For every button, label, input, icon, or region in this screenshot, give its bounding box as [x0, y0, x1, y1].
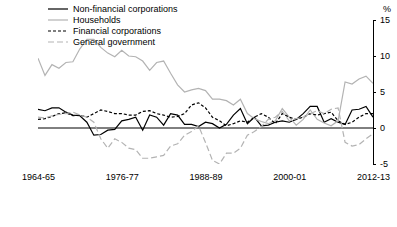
x-tick-label: 1964-65: [22, 172, 55, 182]
legend-label: Households: [73, 15, 121, 25]
y-tick-mark: [373, 92, 376, 93]
y-tick-mark: [373, 164, 376, 165]
y-tick-mark: [373, 128, 376, 129]
reference-lines: [38, 128, 373, 129]
series-line: [38, 108, 373, 164]
y-axis-line: [374, 21, 377, 165]
legend-label: Non-financial corporations: [73, 4, 178, 14]
y-axis: -5 0 5 10 15: [373, 15, 390, 169]
y-tick-mark: [373, 20, 376, 21]
y-tick: 10: [373, 51, 390, 61]
y-tick-label: 0: [380, 123, 385, 133]
plot-area: [38, 39, 373, 164]
chart: -5 0 5 10 15% 1964-65 1976-77 1988-89 2000-01 201…: [0, 0, 397, 227]
y-tick-label: -5: [380, 159, 388, 169]
x-tick-label: 2000-01: [273, 172, 306, 182]
x-tick: 1976-77: [106, 172, 139, 182]
x-tick: 2012-13: [357, 172, 390, 182]
y-tick-label: 10: [380, 51, 390, 61]
legend: Non-financial corporationsHouseholdsFina…: [48, 4, 178, 47]
legend-swatch: [48, 30, 68, 31]
x-tick-label: 1976-77: [106, 172, 139, 182]
y-tick-mark: [373, 56, 376, 57]
legend-swatch: [48, 8, 68, 9]
x-tick: 2000-01: [273, 172, 306, 182]
legend-swatch: [48, 41, 68, 42]
legend-label: Financial corporations: [73, 26, 162, 36]
x-tick-label: 2012-13: [357, 172, 390, 182]
series-line: [38, 106, 373, 135]
zero-line: [38, 128, 373, 129]
y-tick-label: 5: [380, 87, 385, 97]
y-tick: 15: [373, 15, 390, 25]
y-tick: -5: [373, 159, 388, 169]
y-tick: 5: [373, 87, 385, 97]
y-tick: 0: [373, 123, 385, 133]
x-tick: 1964-65: [22, 172, 55, 182]
x-tick-label: 1988-89: [189, 172, 222, 182]
y-tick-label: 15: [380, 15, 390, 25]
legend-swatch: [48, 19, 68, 20]
x-tick: 1988-89: [189, 172, 222, 182]
y-axis-title: %: [383, 4, 391, 14]
x-axis: 1964-65 1976-77 1988-89 2000-01 2012-13: [22, 172, 390, 182]
series-line: [38, 103, 373, 126]
legend-label: General government: [73, 37, 156, 47]
